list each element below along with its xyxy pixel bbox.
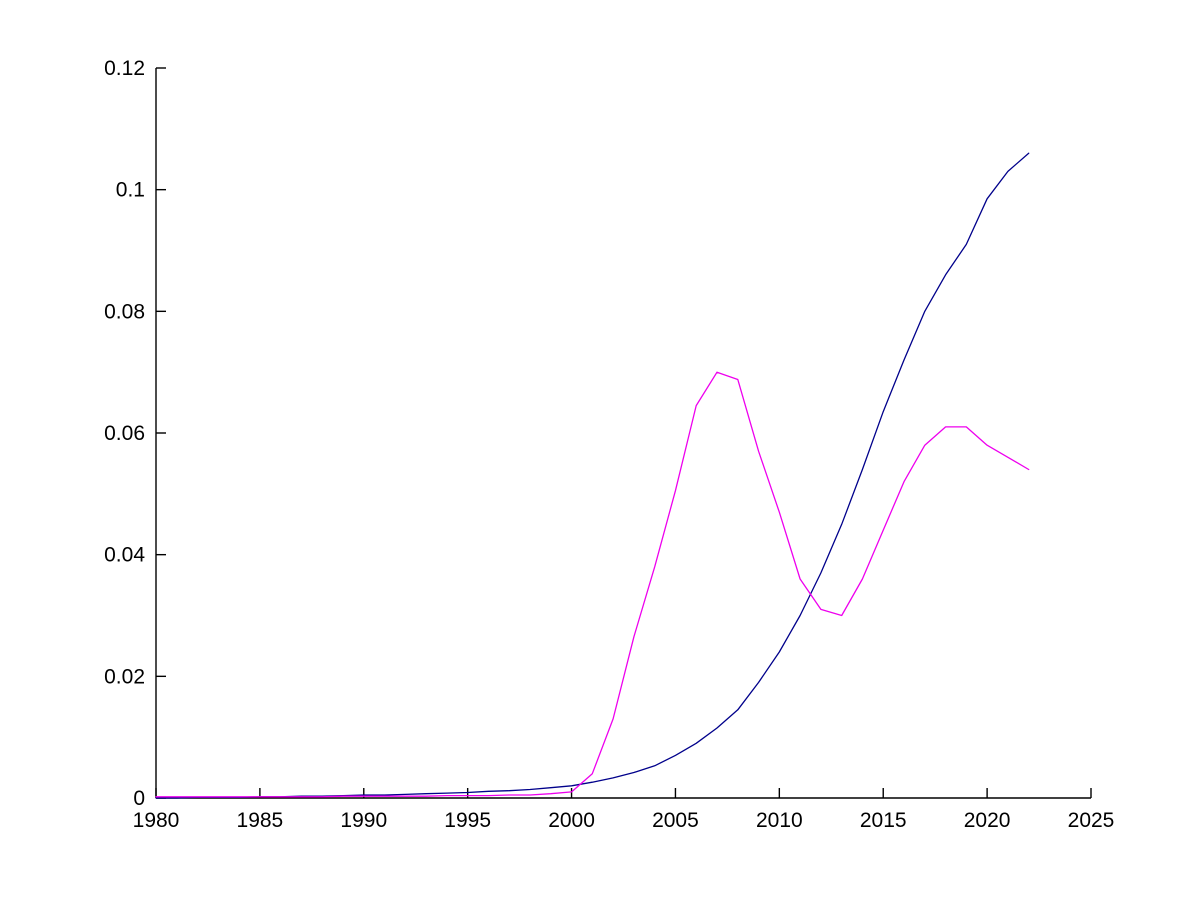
y-tick-label: 0: [133, 787, 145, 810]
y-tick-label: 0.04: [104, 544, 145, 567]
x-tick-label: 1985: [237, 809, 284, 832]
x-tick-label: 1980: [133, 809, 180, 832]
chart-series: [155, 152, 1030, 799]
y-tick-label: 0.08: [104, 300, 145, 323]
x-tick-label: 2010: [756, 809, 803, 832]
x-tick-label: 2005: [652, 809, 699, 832]
magenta-series-line: [155, 371, 1030, 798]
y-tick-label: 0.1: [116, 179, 145, 202]
y-tick-label: 0.02: [104, 665, 145, 688]
x-tick-label: 1990: [340, 809, 387, 832]
x-tick-label: 2000: [548, 809, 595, 832]
dark-blue-series-line: [155, 152, 1030, 799]
x-tick-label: 1995: [444, 809, 491, 832]
y-tick-label: 0.12: [104, 57, 145, 80]
y-tick-label: 0.06: [104, 422, 145, 445]
x-tick-label: 2025: [1068, 809, 1115, 832]
axes: 0 0.02 0.04 0.06 0.08 0.1 0.12 1980 1985 1990 1995…: [104, 57, 1114, 832]
x-tick-label: 2015: [860, 809, 907, 832]
x-tick-label: 2020: [964, 809, 1011, 832]
